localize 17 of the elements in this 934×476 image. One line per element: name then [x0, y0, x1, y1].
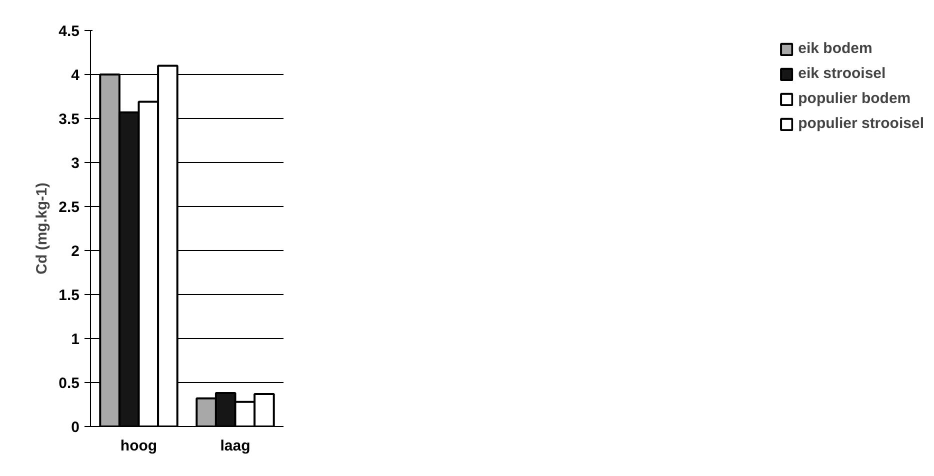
legend-label: eik strooisel: [798, 65, 886, 82]
y-tick-label: 4: [71, 67, 80, 84]
x-tick-label: hoog: [120, 438, 158, 454]
y-tick-label: 3: [71, 155, 80, 172]
legend-label: populier bodem: [798, 90, 911, 107]
legend-label: eik bodem: [798, 40, 872, 57]
y-axis-title: Cd (mg.kg-1): [34, 182, 51, 274]
y-tick-label: 2.5: [58, 199, 80, 216]
y-tick-label: 1: [71, 331, 80, 348]
x-tick-label: laag: [220, 438, 250, 454]
y-tick-label: 4.5: [58, 23, 80, 40]
y-tick-label: 0: [71, 419, 80, 436]
legend-label: populier strooisel: [798, 115, 924, 132]
y-tick-label: 2: [71, 243, 80, 260]
y-tick-label: 0.5: [58, 375, 80, 392]
y-tick-label: 3.5: [58, 111, 80, 128]
y-tick-label: 1.5: [58, 287, 80, 304]
